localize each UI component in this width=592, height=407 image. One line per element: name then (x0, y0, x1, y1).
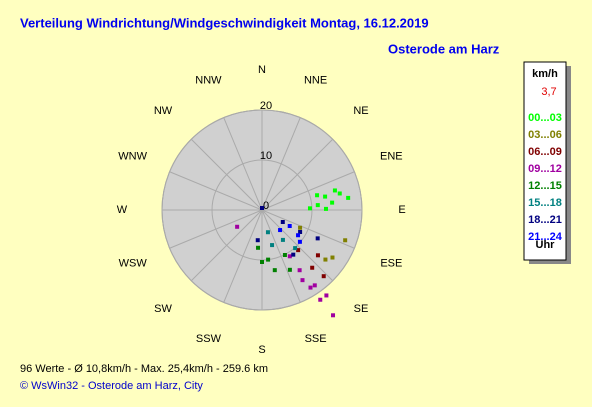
point (337, 191, 342, 196)
point (300, 278, 305, 283)
point (308, 285, 313, 290)
point (280, 237, 285, 242)
legend-label: 15...18 (528, 197, 562, 209)
point (260, 206, 264, 210)
point (323, 257, 328, 262)
direction-label: SW (154, 303, 172, 315)
point (270, 243, 275, 248)
point (324, 293, 329, 298)
point (282, 252, 287, 257)
direction-label: WSW (119, 257, 148, 269)
point (287, 267, 292, 272)
credit: © WsWin32 - Osterode am Harz, City (20, 380, 203, 392)
point (321, 274, 326, 279)
point (312, 283, 317, 288)
point (346, 195, 351, 200)
chart-title: Verteilung Windrichtung/Windgeschwindigk… (20, 15, 429, 30)
legend-title: km/h (532, 68, 558, 80)
direction-label: WNW (118, 150, 147, 162)
legend-label: 03...06 (528, 129, 562, 141)
point (260, 260, 264, 264)
direction-label: SSE (305, 333, 327, 345)
legend-label: 00...03 (528, 112, 562, 124)
point (310, 265, 315, 270)
point (330, 200, 335, 205)
point (331, 313, 336, 318)
point (296, 248, 301, 253)
direction-label: W (117, 204, 128, 216)
point (315, 253, 320, 258)
point (272, 268, 277, 273)
point (330, 255, 335, 260)
legend-label: 12...15 (528, 180, 562, 192)
point (343, 238, 348, 243)
point (307, 206, 312, 211)
chart-subtitle: Osterode am Harz (388, 41, 500, 56)
point (235, 224, 240, 229)
point (287, 254, 292, 259)
direction-label: S (258, 344, 265, 356)
direction-label: NNE (304, 75, 327, 87)
point (318, 297, 323, 302)
direction-label: SSW (196, 333, 222, 345)
point (296, 233, 301, 238)
direction-label: ENE (380, 150, 403, 162)
point (298, 230, 303, 234)
point (315, 203, 320, 208)
point (278, 228, 283, 233)
point (255, 238, 260, 243)
point (291, 252, 296, 257)
legend-box (523, 61, 567, 261)
point (298, 225, 303, 230)
direction-label: N (258, 64, 266, 76)
point (297, 239, 302, 244)
direction-label: NE (353, 105, 368, 117)
point (315, 236, 320, 241)
footer: 96 Werte - Ø 10,8km/h - Max. 25,4km/h - … (20, 363, 268, 375)
direction-label: E (398, 204, 405, 216)
grid-ring (161, 109, 363, 311)
point (287, 224, 292, 228)
point (332, 188, 337, 193)
direction-label: SE (354, 303, 369, 315)
point (297, 268, 302, 273)
point (323, 194, 328, 199)
r-tick-label: 20 (260, 100, 272, 112)
legend-label: 21...24 (528, 231, 563, 243)
legend-label: 06...09 (528, 146, 562, 158)
point (256, 245, 261, 250)
point (323, 206, 328, 211)
point (315, 193, 320, 198)
direction-label: NW (154, 105, 173, 117)
legend-value: 3,7 (541, 86, 556, 98)
point (266, 257, 271, 262)
r-tick-label: 0 (263, 200, 269, 212)
r-tick-label: 10 (260, 150, 272, 162)
legend-label: 09...12 (528, 163, 562, 175)
point (265, 230, 270, 235)
point (293, 246, 298, 251)
direction-label: NNW (195, 75, 222, 87)
legend-footer: Uhr (536, 239, 556, 251)
direction-label: ESE (380, 257, 402, 269)
point (280, 220, 285, 224)
legend-label: 18...21 (528, 214, 562, 226)
